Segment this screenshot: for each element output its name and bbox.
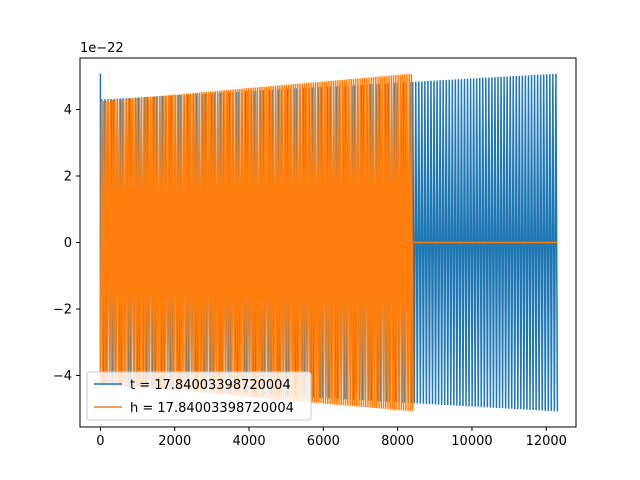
legend-label-t: t = 17.84003398720004: [130, 378, 291, 393]
legend-box: [86, 371, 312, 421]
x-tick-label: 8000: [381, 434, 414, 449]
legend-label-h: h = 17.84003398720004: [130, 401, 294, 416]
x-tick-label: 10000: [451, 434, 492, 449]
plot-area: [99, 73, 559, 412]
x-axis: 0 2000 4000 6000 8000 10000 12000: [96, 427, 567, 449]
x-tick-label: 0: [96, 434, 104, 449]
x-tick-label: 2000: [158, 434, 191, 449]
y-tick-label: 4: [64, 103, 72, 118]
x-tick-label: 6000: [307, 434, 340, 449]
legend: t = 17.84003398720004 h = 17.84003398720…: [86, 371, 312, 421]
x-tick-label: 12000: [526, 434, 567, 449]
y-tick-label: −4: [53, 369, 72, 384]
y-tick-label: −2: [53, 302, 72, 317]
y-axis: −4 −2 0 2 4: [53, 103, 80, 384]
y-offset-label: 1e−22: [80, 41, 124, 56]
series-line-1: [99, 73, 558, 412]
y-tick-label: 0: [64, 236, 72, 251]
y-tick-label: 2: [64, 170, 72, 185]
x-tick-label: 4000: [233, 434, 266, 449]
